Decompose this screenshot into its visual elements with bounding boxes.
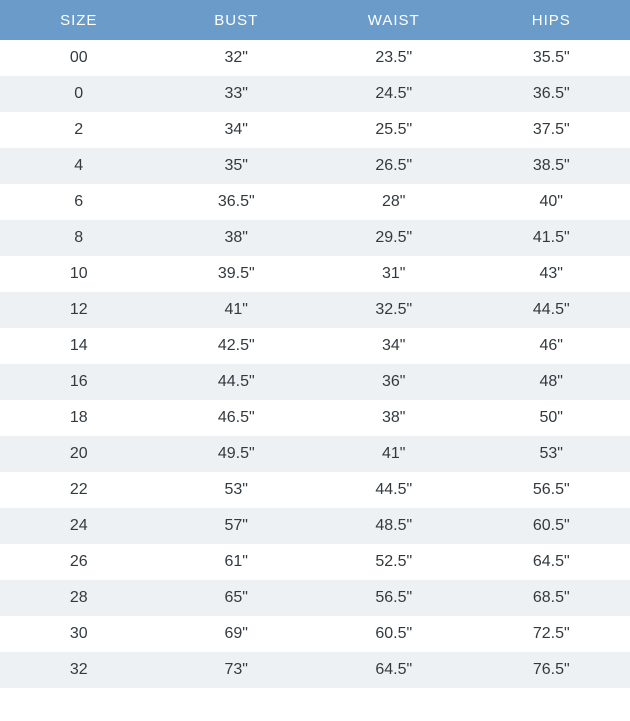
cell-waist: 41" xyxy=(315,436,473,472)
cell-waist: 52.5" xyxy=(315,544,473,580)
cell-bust: 39.5" xyxy=(158,256,316,292)
table-row: 0032"23.5"35.5" xyxy=(0,40,630,76)
cell-hips: 50" xyxy=(473,400,630,436)
cell-waist: 56.5" xyxy=(315,580,473,616)
cell-hips: 56.5" xyxy=(473,472,630,508)
cell-waist: 60.5" xyxy=(315,616,473,652)
table-row: 1241"32.5"44.5" xyxy=(0,292,630,328)
table-row: 2457"48.5"60.5" xyxy=(0,508,630,544)
table-header: SIZEBUSTWAISTHIPS xyxy=(0,0,630,40)
cell-hips: 43" xyxy=(473,256,630,292)
cell-hips: 76.5" xyxy=(473,652,630,688)
table-row: 3069"60.5"72.5" xyxy=(0,616,630,652)
cell-hips: 53" xyxy=(473,436,630,472)
cell-bust: 42.5" xyxy=(158,328,316,364)
table-header-row: SIZEBUSTWAISTHIPS xyxy=(0,0,630,40)
cell-bust: 36.5" xyxy=(158,184,316,220)
cell-waist: 26.5" xyxy=(315,148,473,184)
table-row: 1039.5"31"43" xyxy=(0,256,630,292)
cell-bust: 57" xyxy=(158,508,316,544)
table-row: 435"26.5"38.5" xyxy=(0,148,630,184)
cell-size: 28 xyxy=(0,580,158,616)
table-row: 2865"56.5"68.5" xyxy=(0,580,630,616)
cell-hips: 64.5" xyxy=(473,544,630,580)
table-row: 1442.5"34"46" xyxy=(0,328,630,364)
cell-size: 4 xyxy=(0,148,158,184)
cell-bust: 53" xyxy=(158,472,316,508)
cell-waist: 32.5" xyxy=(315,292,473,328)
cell-size: 26 xyxy=(0,544,158,580)
cell-waist: 38" xyxy=(315,400,473,436)
table-row: 2049.5"41"53" xyxy=(0,436,630,472)
cell-waist: 31" xyxy=(315,256,473,292)
cell-waist: 28" xyxy=(315,184,473,220)
table-row: 2253"44.5"56.5" xyxy=(0,472,630,508)
col-header-waist: WAIST xyxy=(315,0,473,40)
cell-bust: 41" xyxy=(158,292,316,328)
cell-waist: 23.5" xyxy=(315,40,473,76)
cell-hips: 60.5" xyxy=(473,508,630,544)
cell-size: 16 xyxy=(0,364,158,400)
cell-size: 8 xyxy=(0,220,158,256)
cell-bust: 49.5" xyxy=(158,436,316,472)
table-row: 3273"64.5"76.5" xyxy=(0,652,630,688)
cell-hips: 36.5" xyxy=(473,76,630,112)
cell-hips: 40" xyxy=(473,184,630,220)
cell-waist: 34" xyxy=(315,328,473,364)
cell-hips: 38.5" xyxy=(473,148,630,184)
cell-hips: 68.5" xyxy=(473,580,630,616)
cell-bust: 33" xyxy=(158,76,316,112)
cell-size: 10 xyxy=(0,256,158,292)
cell-waist: 48.5" xyxy=(315,508,473,544)
cell-size: 14 xyxy=(0,328,158,364)
cell-size: 30 xyxy=(0,616,158,652)
cell-hips: 46" xyxy=(473,328,630,364)
cell-bust: 65" xyxy=(158,580,316,616)
cell-size: 0 xyxy=(0,76,158,112)
cell-size: 2 xyxy=(0,112,158,148)
cell-size: 24 xyxy=(0,508,158,544)
cell-bust: 69" xyxy=(158,616,316,652)
table-row: 636.5"28"40" xyxy=(0,184,630,220)
cell-size: 12 xyxy=(0,292,158,328)
col-header-size: SIZE xyxy=(0,0,158,40)
table-row: 1846.5"38"50" xyxy=(0,400,630,436)
table-body: 0032"23.5"35.5"033"24.5"36.5"234"25.5"37… xyxy=(0,40,630,688)
cell-size: 32 xyxy=(0,652,158,688)
cell-bust: 44.5" xyxy=(158,364,316,400)
cell-size: 18 xyxy=(0,400,158,436)
cell-bust: 46.5" xyxy=(158,400,316,436)
cell-size: 22 xyxy=(0,472,158,508)
col-header-hips: HIPS xyxy=(473,0,630,40)
cell-hips: 72.5" xyxy=(473,616,630,652)
cell-hips: 37.5" xyxy=(473,112,630,148)
table-row: 838"29.5"41.5" xyxy=(0,220,630,256)
cell-bust: 34" xyxy=(158,112,316,148)
cell-bust: 73" xyxy=(158,652,316,688)
cell-bust: 38" xyxy=(158,220,316,256)
cell-bust: 32" xyxy=(158,40,316,76)
size-chart-table: SIZEBUSTWAISTHIPS 0032"23.5"35.5"033"24.… xyxy=(0,0,630,688)
table-row: 2661"52.5"64.5" xyxy=(0,544,630,580)
cell-bust: 35" xyxy=(158,148,316,184)
cell-hips: 35.5" xyxy=(473,40,630,76)
cell-waist: 24.5" xyxy=(315,76,473,112)
table-row: 234"25.5"37.5" xyxy=(0,112,630,148)
cell-waist: 44.5" xyxy=(315,472,473,508)
cell-waist: 29.5" xyxy=(315,220,473,256)
cell-waist: 64.5" xyxy=(315,652,473,688)
cell-waist: 36" xyxy=(315,364,473,400)
cell-hips: 44.5" xyxy=(473,292,630,328)
table-row: 033"24.5"36.5" xyxy=(0,76,630,112)
cell-bust: 61" xyxy=(158,544,316,580)
cell-size: 00 xyxy=(0,40,158,76)
cell-size: 20 xyxy=(0,436,158,472)
cell-size: 6 xyxy=(0,184,158,220)
col-header-bust: BUST xyxy=(158,0,316,40)
cell-waist: 25.5" xyxy=(315,112,473,148)
cell-hips: 48" xyxy=(473,364,630,400)
table-row: 1644.5"36"48" xyxy=(0,364,630,400)
cell-hips: 41.5" xyxy=(473,220,630,256)
